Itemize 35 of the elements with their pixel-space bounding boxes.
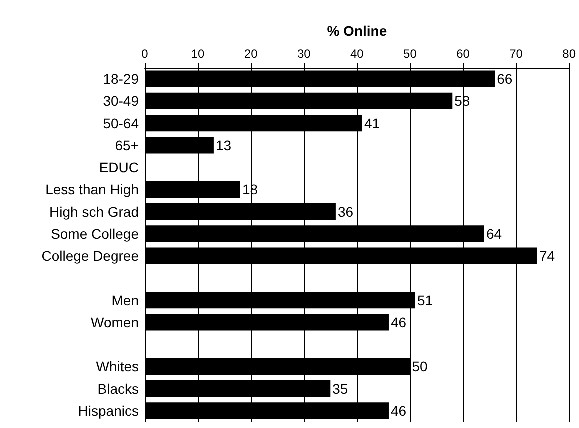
y-tick-label: 50-64 — [103, 115, 140, 132]
y-tick-label: Men — [112, 292, 139, 308]
y-tick-label: 30-49 — [103, 93, 140, 110]
y-tick-label: EDUC — [99, 160, 139, 176]
x-tick-label: 40 — [350, 47, 364, 61]
x-tick-label: 0 — [142, 47, 149, 61]
x-tick-label: 60 — [456, 47, 470, 61]
data-label: 46 — [390, 314, 407, 330]
x-tick-label: 30 — [297, 47, 312, 61]
y-tick-label: Some College — [51, 226, 140, 242]
data-label: 50 — [412, 358, 428, 375]
data-label: 13 — [216, 137, 232, 154]
x-tick-label: 10 — [191, 47, 206, 61]
y-tick-label: Blacks — [98, 380, 139, 397]
data-label: 36 — [338, 204, 354, 220]
y-tick-label: College Degree — [42, 248, 140, 264]
data-label: 51 — [418, 292, 434, 308]
y-tick-label: Less than High — [46, 182, 139, 198]
data-label: 35 — [332, 380, 348, 397]
data-label: 66 — [497, 71, 513, 88]
x-tick-label: 70 — [510, 47, 524, 61]
x-tick-label: 20 — [244, 47, 258, 61]
y-tick-label: 65+ — [115, 137, 139, 154]
data-label: 74 — [540, 248, 556, 264]
x-tick-label: 50 — [404, 47, 418, 61]
data-label: 64 — [486, 226, 502, 242]
data-label: 46 — [390, 402, 407, 419]
x-tick-label: 80 — [562, 47, 576, 61]
y-tick-label: Hispanics — [78, 402, 139, 419]
y-tick-label: Women — [91, 314, 139, 330]
y-tick-label: 18-29 — [103, 71, 140, 88]
y-tick-label: High sch Grad — [50, 204, 139, 220]
y-tick-label: Whites — [96, 358, 139, 375]
x-axis-title: % Online — [327, 23, 388, 39]
data-label: 41 — [364, 115, 380, 132]
